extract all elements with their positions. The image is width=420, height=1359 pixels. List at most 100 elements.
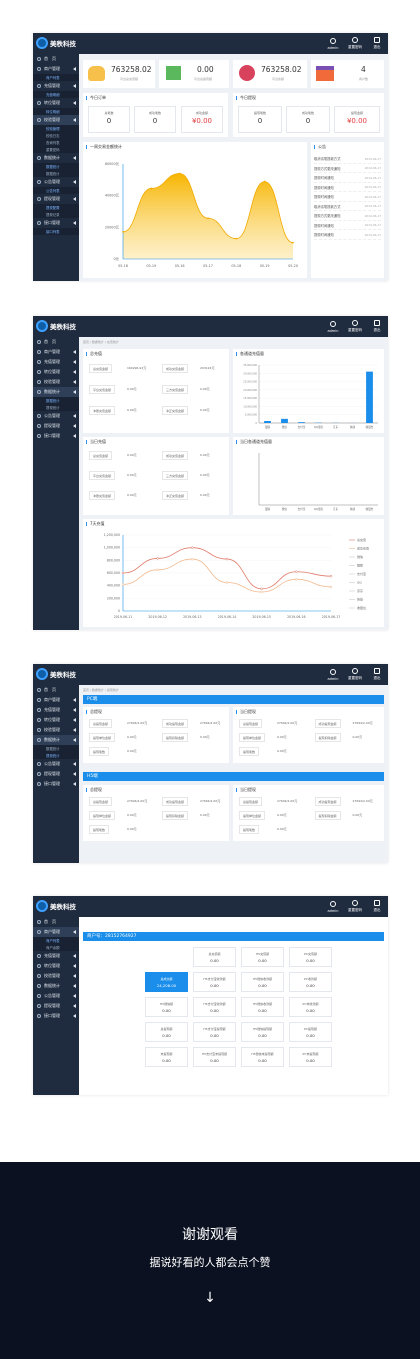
- nav-verify[interactable]: 校验管理: [33, 377, 79, 387]
- merchant-amount-box[interactable]: PC提现额 0.00: [289, 1022, 332, 1042]
- legend-entry[interactable]: 收银台: [357, 605, 366, 610]
- admin-button[interactable]: admin: [322, 33, 344, 54]
- nav-home[interactable]: 首 页: [33, 917, 79, 927]
- nav-withdraw[interactable]: 提现管理: [33, 769, 79, 779]
- nav-merchant[interactable]: 商户管理: [33, 927, 79, 937]
- nav-recharge[interactable]: 充值管理: [33, 357, 79, 367]
- notice-item[interactable]: 提现方式更改通知 2019-06-17: [314, 164, 381, 173]
- nav-home[interactable]: 首 页: [33, 685, 79, 695]
- merchant-amount-box[interactable]: 总成交额 24,208.00: [145, 972, 188, 992]
- sub-merchant-list[interactable]: 商户列表: [33, 74, 79, 81]
- admin-button[interactable]: admin: [322, 316, 344, 337]
- merchant-amount-box[interactable]: PC充值额 0.00: [289, 947, 332, 967]
- reset-password-button[interactable]: 重置密码: [344, 316, 366, 337]
- sub-merchant-balance[interactable]: 商户余额: [33, 944, 79, 951]
- merchant-amount-box[interactable]: H5微信收款额 0.00: [241, 972, 284, 992]
- sub-verify[interactable]: 校验管理: [33, 125, 79, 132]
- legend-entry[interactable]: 成功充值: [357, 546, 369, 551]
- nav-verify[interactable]: 校验管理: [33, 971, 79, 981]
- merchant-amount-box[interactable]: 未提现额 0.00: [145, 1047, 188, 1067]
- logout-button[interactable]: 退出: [366, 316, 388, 337]
- legend-entry[interactable]: 支付宝: [357, 571, 366, 576]
- notice-item[interactable]: 提现时间通知 2019-06-17: [314, 221, 381, 230]
- nav-transfer[interactable]: 转位管理: [33, 367, 79, 377]
- notice-item[interactable]: 提现时间通知 2019-06-17: [314, 183, 381, 192]
- nav-transfer[interactable]: 转位管理: [33, 715, 79, 725]
- legend-entry[interactable]: 银联: [357, 563, 363, 568]
- legend-entry[interactable]: 京东: [357, 588, 363, 593]
- reset-password-button[interactable]: 重置密码: [344, 33, 366, 54]
- notice-item[interactable]: 提现时间通知 2019-06-17: [314, 192, 381, 202]
- nav-notice[interactable]: 公告管理: [33, 991, 79, 1001]
- nav-stats[interactable]: 数据统计: [33, 981, 79, 991]
- reset-password-button[interactable]: 重置密码: [344, 664, 366, 685]
- nav-stats[interactable]: 数据统计: [33, 153, 79, 163]
- nav-stats[interactable]: 数据统计: [33, 735, 79, 745]
- nav-api[interactable]: 接口管理: [33, 1011, 79, 1021]
- legend-entry[interactable]: 快捷: [357, 597, 363, 602]
- legend-entry[interactable]: QQ: [357, 581, 362, 585]
- nav-notice[interactable]: 公告管理: [33, 411, 79, 421]
- merchant-amount-box[interactable]: H5微信收款额 0.00: [241, 997, 284, 1017]
- sub-query-list[interactable]: 查询列表: [33, 139, 79, 146]
- notice-item[interactable]: 提现时间通知 2019-06-17: [314, 230, 381, 240]
- nav-merchant[interactable]: 商户管理: [33, 64, 79, 74]
- reset-password-button[interactable]: 重置密码: [344, 896, 366, 917]
- logout-button[interactable]: 退出: [366, 896, 388, 917]
- admin-button[interactable]: admin: [322, 664, 344, 685]
- nav-recharge[interactable]: 充值管理: [33, 951, 79, 961]
- notice-item[interactable]: 提现时间通知 2019-06-17: [314, 173, 381, 183]
- merchant-amount-box[interactable]: H5支付宝收款额 0.00: [193, 997, 236, 1017]
- sub-withdraw-stats[interactable]: 提现统计: [33, 752, 79, 759]
- sub-stats[interactable]: 数据统计: [33, 163, 79, 170]
- nav-api[interactable]: 接口管理: [33, 218, 79, 228]
- sub-stats-2[interactable]: 数据统计: [33, 170, 79, 177]
- merchant-amount-box[interactable]: H5微信额 0.00: [145, 997, 188, 1017]
- sub-stats[interactable]: 数据统计: [33, 745, 79, 752]
- merchant-amount-box[interactable]: H5充值额 0.00: [241, 947, 284, 967]
- nav-recharge[interactable]: 充值管理: [33, 705, 79, 715]
- nav-merchant[interactable]: 商户管理: [33, 347, 79, 357]
- nav-api[interactable]: 接口管理: [33, 779, 79, 789]
- merchant-amount-box[interactable]: 总提现额 0.00: [145, 1022, 188, 1042]
- sub-withdraw-stats[interactable]: 提现统计: [33, 404, 79, 411]
- merchant-amount-box[interactable]: PC未提现额 0.00: [289, 1047, 332, 1067]
- nav-home[interactable]: 首 页: [33, 54, 79, 64]
- nav-merchant[interactable]: 商户管理: [33, 695, 79, 705]
- sub-merchant-list[interactable]: 商户列表: [33, 937, 79, 944]
- merchant-amount-box[interactable]: H5微信未提现额 0.00: [241, 1047, 284, 1067]
- sub-recharge[interactable]: 充值明细: [33, 91, 79, 98]
- sub-withdraw-config[interactable]: 提现配置: [33, 204, 79, 211]
- sub-stats[interactable]: 数据统计: [33, 397, 79, 404]
- notice-item[interactable]: 取消请笔提款方式 2019-06-17: [314, 154, 381, 164]
- notice-item[interactable]: 提现方式更改通知 2019-06-17: [314, 211, 381, 221]
- nav-transfer[interactable]: 转位管理: [33, 961, 79, 971]
- nav-api[interactable]: 接口管理: [33, 431, 79, 441]
- admin-button[interactable]: admin: [322, 896, 344, 917]
- sub-withdraw-log[interactable]: 提现记录: [33, 211, 79, 218]
- nav-recharge[interactable]: 充值管理: [33, 81, 79, 91]
- merchant-amount-box[interactable]: PC未收款额 0.00: [289, 997, 332, 1017]
- sub-notice[interactable]: 公告列表: [33, 187, 79, 194]
- nav-withdraw[interactable]: 提现管理: [33, 194, 79, 204]
- merchant-amount-box[interactable]: H5支付宝收款额 0.00: [193, 972, 236, 992]
- nav-verify[interactable]: 校验管理: [33, 115, 79, 125]
- nav-transfer[interactable]: 转位管理: [33, 98, 79, 108]
- nav-verify[interactable]: 校验管理: [33, 725, 79, 735]
- legend-entry[interactable]: 微信: [357, 554, 363, 559]
- merchant-amount-box[interactable]: PC收款额 0.00: [289, 972, 332, 992]
- legend-entry[interactable]: 总充值: [357, 537, 366, 542]
- sub-verify-log[interactable]: 校验日志: [33, 132, 79, 139]
- logout-button[interactable]: 退出: [366, 664, 388, 685]
- merchant-amount-box[interactable]: H5支付宝提现额 0.00: [193, 1022, 236, 1042]
- sub-api[interactable]: 接口列表: [33, 228, 79, 235]
- nav-notice[interactable]: 公告管理: [33, 177, 79, 187]
- merchant-amount-box[interactable]: H5支付宝未提现额 0.00: [193, 1047, 236, 1067]
- nav-withdraw[interactable]: 提现管理: [33, 421, 79, 431]
- nav-withdraw[interactable]: 提现管理: [33, 1001, 79, 1011]
- nav-home[interactable]: 首 页: [33, 337, 79, 347]
- sub-transfer[interactable]: 转位明细: [33, 108, 79, 115]
- notice-item[interactable]: 取消请笔提款方式 2019-06-17: [314, 202, 381, 211]
- sub-reset-pwd[interactable]: 重置密码: [33, 146, 79, 153]
- merchant-amount-box[interactable]: H5微信提现额 0.00: [241, 1022, 284, 1042]
